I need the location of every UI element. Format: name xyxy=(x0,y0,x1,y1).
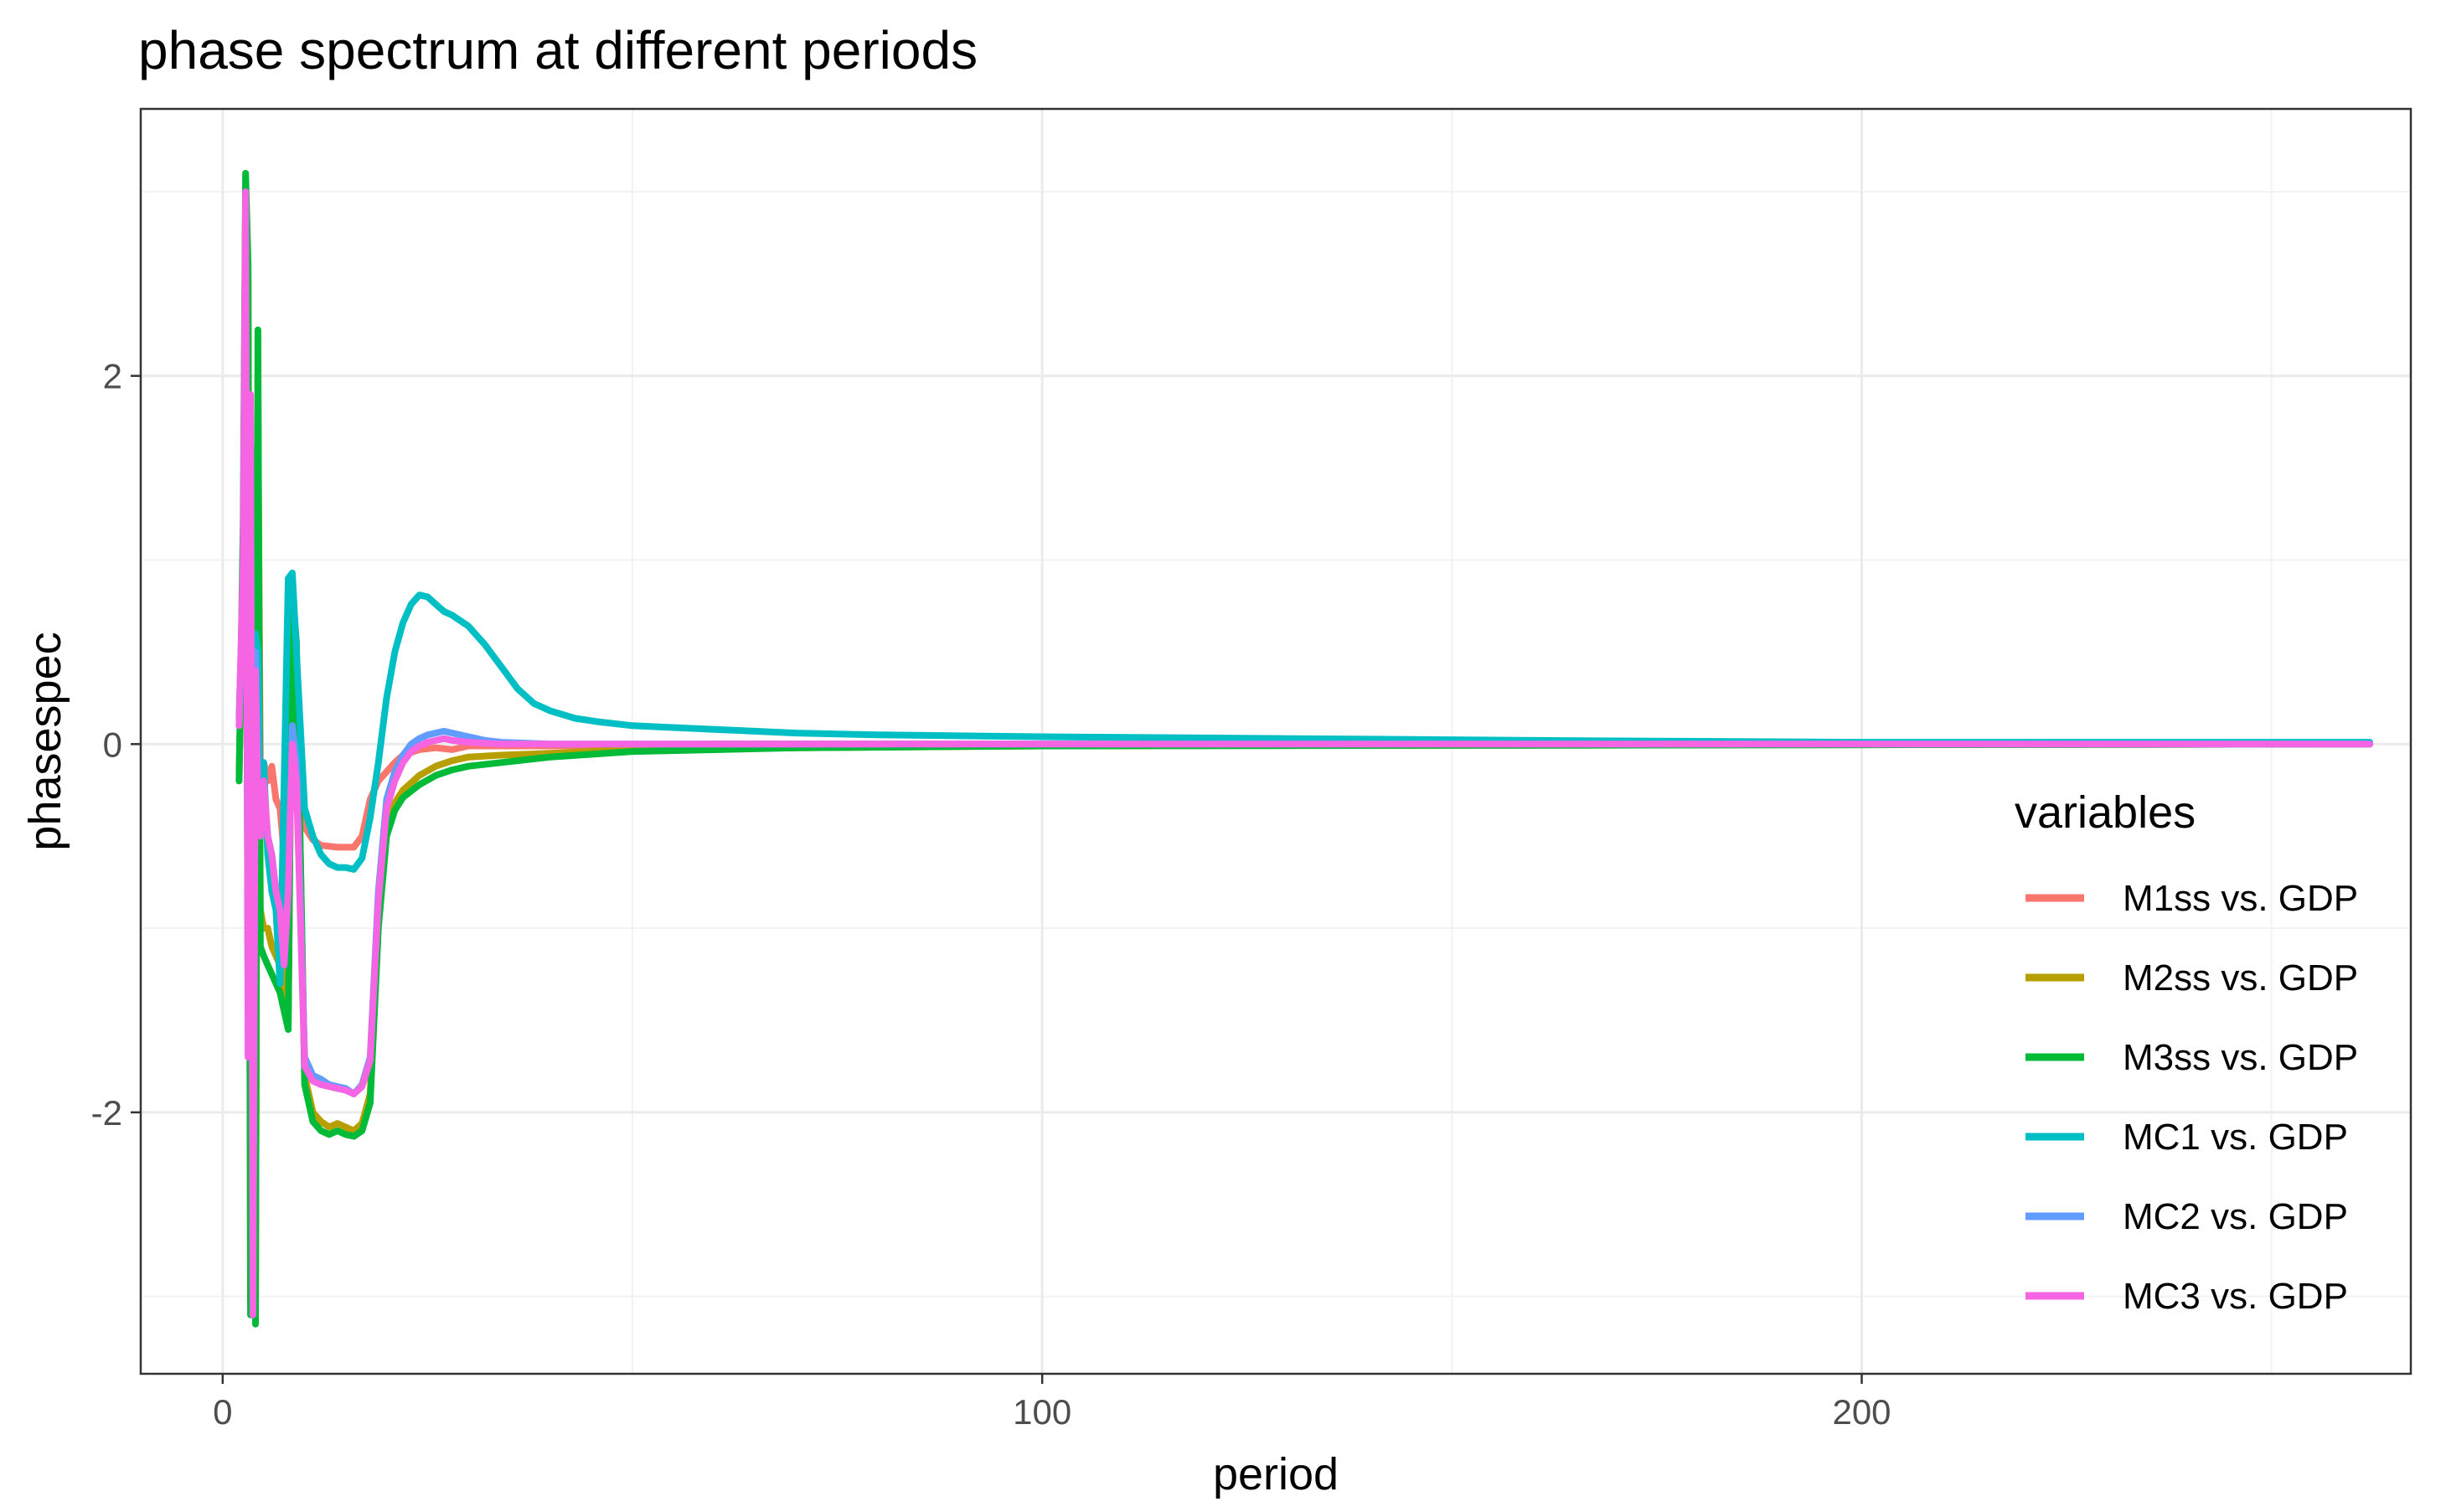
legend-label: M1ss vs. GDP xyxy=(2123,878,2358,919)
legend-label: M2ss vs. GDP xyxy=(2123,957,2358,999)
legend-label: MC1 vs. GDP xyxy=(2123,1117,2348,1158)
y-tick-label: 0 xyxy=(103,725,122,764)
x-tick-label: 200 xyxy=(1832,1392,1891,1432)
y-tick-label: 2 xyxy=(103,357,122,396)
legend-label: MC2 vs. GDP xyxy=(2123,1196,2348,1237)
chart-title: phase spectrum at different periods xyxy=(138,20,978,80)
y-tick-label: -2 xyxy=(91,1093,122,1133)
series-line xyxy=(235,188,2374,1318)
series-line xyxy=(235,372,2374,1024)
legend-title: variables xyxy=(2015,787,2196,838)
y-axis-title: phasespec xyxy=(20,632,70,850)
legend-items: M1ss vs. GDP M2ss vs. GDP M3ss vs. GDP MC1 … xyxy=(2025,878,2358,1317)
x-axis: 0 100 200 xyxy=(213,1374,1891,1432)
y-axis: -2 0 2 xyxy=(91,357,141,1133)
legend-label: MC3 vs. GDP xyxy=(2123,1276,2348,1317)
legend-label: M3ss vs. GDP xyxy=(2123,1037,2358,1078)
x-axis-title: period xyxy=(1213,1449,1339,1499)
series-lines xyxy=(235,169,2374,1328)
legend: variables M1ss vs. GDP M2ss vs. GDP M3ss v… xyxy=(2015,787,2358,1317)
plot-border xyxy=(139,107,2412,1375)
x-tick-label: 100 xyxy=(1013,1392,1071,1432)
x-tick-label: 0 xyxy=(213,1392,232,1432)
